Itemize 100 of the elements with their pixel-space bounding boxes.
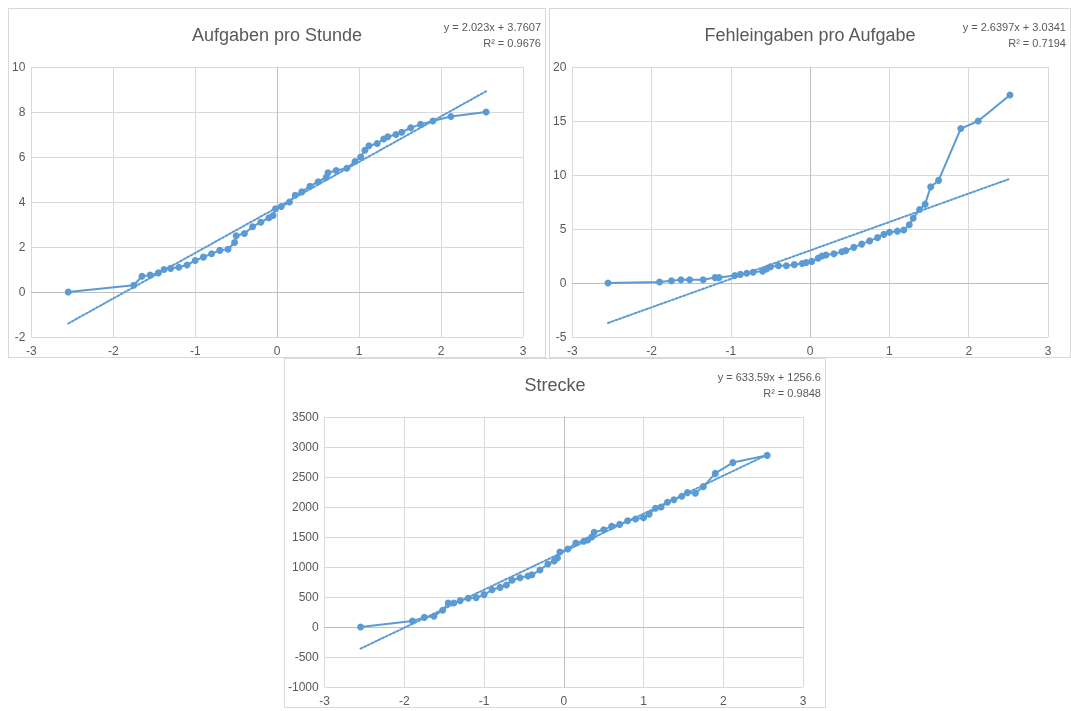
point xyxy=(957,125,965,133)
point xyxy=(357,623,365,631)
y-tick-label: 3000 xyxy=(291,440,320,454)
point xyxy=(508,576,516,584)
point xyxy=(663,498,671,506)
point xyxy=(858,240,866,248)
point xyxy=(343,164,351,172)
point xyxy=(232,232,240,240)
y-tick-label: 8 xyxy=(18,105,26,119)
point xyxy=(408,617,416,625)
point xyxy=(208,250,216,258)
point xyxy=(420,613,428,621)
point xyxy=(691,489,699,497)
y-tick-label: 0 xyxy=(312,620,319,634)
point xyxy=(480,591,488,599)
y-tick-label: 10 xyxy=(552,168,567,182)
point xyxy=(608,522,616,530)
point xyxy=(502,581,510,589)
point xyxy=(516,574,524,582)
y-tick-label: 20 xyxy=(552,60,567,74)
point xyxy=(285,198,293,206)
point xyxy=(357,153,365,161)
text: y = 2.023x + 3.7607 xyxy=(443,20,541,33)
y-tick-label: -2 xyxy=(14,330,26,344)
point xyxy=(392,131,400,138)
point xyxy=(729,459,737,467)
point xyxy=(731,271,739,279)
point xyxy=(624,517,632,525)
point xyxy=(808,257,816,265)
point xyxy=(488,586,496,594)
point xyxy=(249,223,257,231)
point xyxy=(677,276,685,284)
point xyxy=(306,182,314,190)
point xyxy=(472,594,480,602)
point xyxy=(257,218,265,226)
point xyxy=(921,200,929,208)
point xyxy=(269,212,277,219)
y-tick-label: 10 xyxy=(11,60,26,74)
point xyxy=(365,142,373,150)
point xyxy=(314,178,322,186)
point xyxy=(528,571,536,579)
x-tick-label: -3 xyxy=(567,344,579,358)
point xyxy=(398,128,406,136)
point xyxy=(231,239,239,246)
x-tick-label: 1 xyxy=(640,694,648,708)
y-tick-label: 6 xyxy=(18,150,26,164)
x-tick-label: 1 xyxy=(355,344,363,358)
point xyxy=(496,583,504,591)
chart-title: Aufgaben pro Stunde xyxy=(191,25,363,45)
x-tick-label: -2 xyxy=(107,344,119,358)
x-tick-label: 3 xyxy=(519,344,527,358)
point xyxy=(130,281,138,289)
point xyxy=(64,288,72,296)
point xyxy=(447,113,455,120)
point xyxy=(905,221,913,229)
point xyxy=(670,496,678,504)
y-tick-label: 1000 xyxy=(291,560,320,574)
x-tick-label: -2 xyxy=(646,344,658,358)
x-tick-label: -3 xyxy=(319,694,331,708)
point xyxy=(790,261,798,269)
x-tick-label: 2 xyxy=(965,344,973,358)
point xyxy=(880,230,888,238)
x-tick-label: -1 xyxy=(725,344,737,358)
point xyxy=(667,277,675,285)
x-tick-label: 1 xyxy=(886,344,894,358)
x-tick-label: 2 xyxy=(437,344,445,358)
y-tick-label: -5 xyxy=(555,330,567,344)
point xyxy=(782,262,790,270)
point xyxy=(927,183,935,191)
x-tick-label: -1 xyxy=(478,694,490,708)
point xyxy=(842,247,850,255)
point xyxy=(909,214,917,222)
point xyxy=(464,594,472,602)
point xyxy=(652,504,660,512)
x-tick-label: 0 xyxy=(806,344,814,358)
x-tick-label: 2 xyxy=(719,694,727,708)
point xyxy=(678,492,686,500)
y-tick-label: -500 xyxy=(294,650,319,664)
point xyxy=(175,263,183,271)
y-tick-label: 2 xyxy=(18,240,26,254)
point xyxy=(272,205,280,213)
point xyxy=(616,520,624,528)
point xyxy=(216,246,224,254)
text: R² = 0.7194 xyxy=(1008,36,1066,49)
point xyxy=(774,262,782,270)
point xyxy=(167,264,175,272)
point xyxy=(407,124,415,132)
point xyxy=(351,158,359,165)
point xyxy=(866,237,874,245)
point xyxy=(850,243,858,251)
point xyxy=(686,276,694,284)
point xyxy=(439,606,447,614)
point xyxy=(743,269,751,277)
y-tick-label: 15 xyxy=(552,114,567,128)
chart-title: Strecke xyxy=(524,375,586,395)
point xyxy=(893,227,901,235)
point xyxy=(298,188,306,196)
point xyxy=(224,245,232,253)
x-tick-label: 3 xyxy=(799,694,807,708)
y-tick-label: 0 xyxy=(559,276,567,290)
